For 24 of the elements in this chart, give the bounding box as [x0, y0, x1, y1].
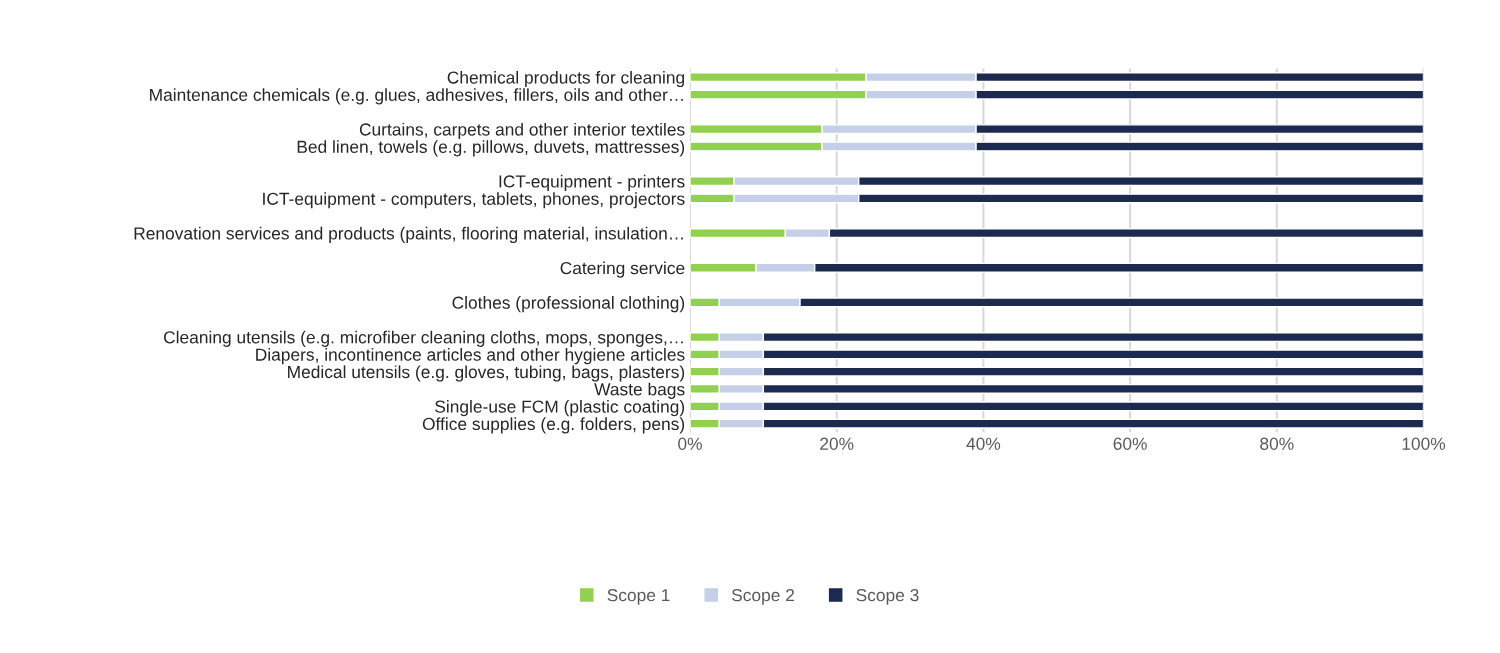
legend-label: Scope 3 [856, 589, 919, 605]
y-tick-label: Maintenance chemicals (e.g. glues, adhesives, fillers, oils and other… [150, 88, 683, 105]
y-tick-label: Single-use FCM (plastic coating) [435, 400, 685, 417]
y-tick-label: Renovation services and products (paints, flooring material, insulation… [134, 226, 683, 243]
y-tick-label: Catering service [560, 261, 685, 278]
x-tick-label: 20% [820, 437, 854, 450]
y-tick-label: ICT-equipment - printers [499, 174, 685, 192]
y-tick-label: Waste bags [594, 382, 685, 399]
y-tick-label: Diapers, incontinence articles and other hygiene articles [256, 348, 685, 365]
x-tick-label: 100% [1402, 437, 1446, 450]
y-tick-label: Medical utensils (e.g. gloves, tubing, bags, plasters) [288, 365, 685, 382]
legend-label: Scope 1 [607, 589, 670, 605]
y-tick-label: Office supplies (e.g. folders, pens) [422, 417, 685, 434]
y-tick-label: Cleaning utensils (e.g. microfiber cleaning cloths, mops, sponges,… [164, 330, 683, 347]
y-tick-label: ICT-equipment - computers, tablets, phones, projectors [263, 192, 685, 209]
legend-label: Scope 2 [731, 589, 794, 605]
y-tick-label: Curtains, carpets and other interior textiles [359, 122, 685, 140]
x-tick-label: 0% [678, 437, 702, 450]
x-tick-label: 80% [1260, 437, 1294, 450]
x-tick-label: 40% [966, 437, 1001, 450]
x-tick-label: 60% [1113, 437, 1147, 450]
y-tick-label: Bed linen, towels (e.g. pillows, duvets, mattresses) [297, 140, 685, 157]
y-tick-label: Chemical products for cleaning [447, 70, 685, 88]
y-tick-label: Clothes (professional clothing) [452, 296, 685, 313]
